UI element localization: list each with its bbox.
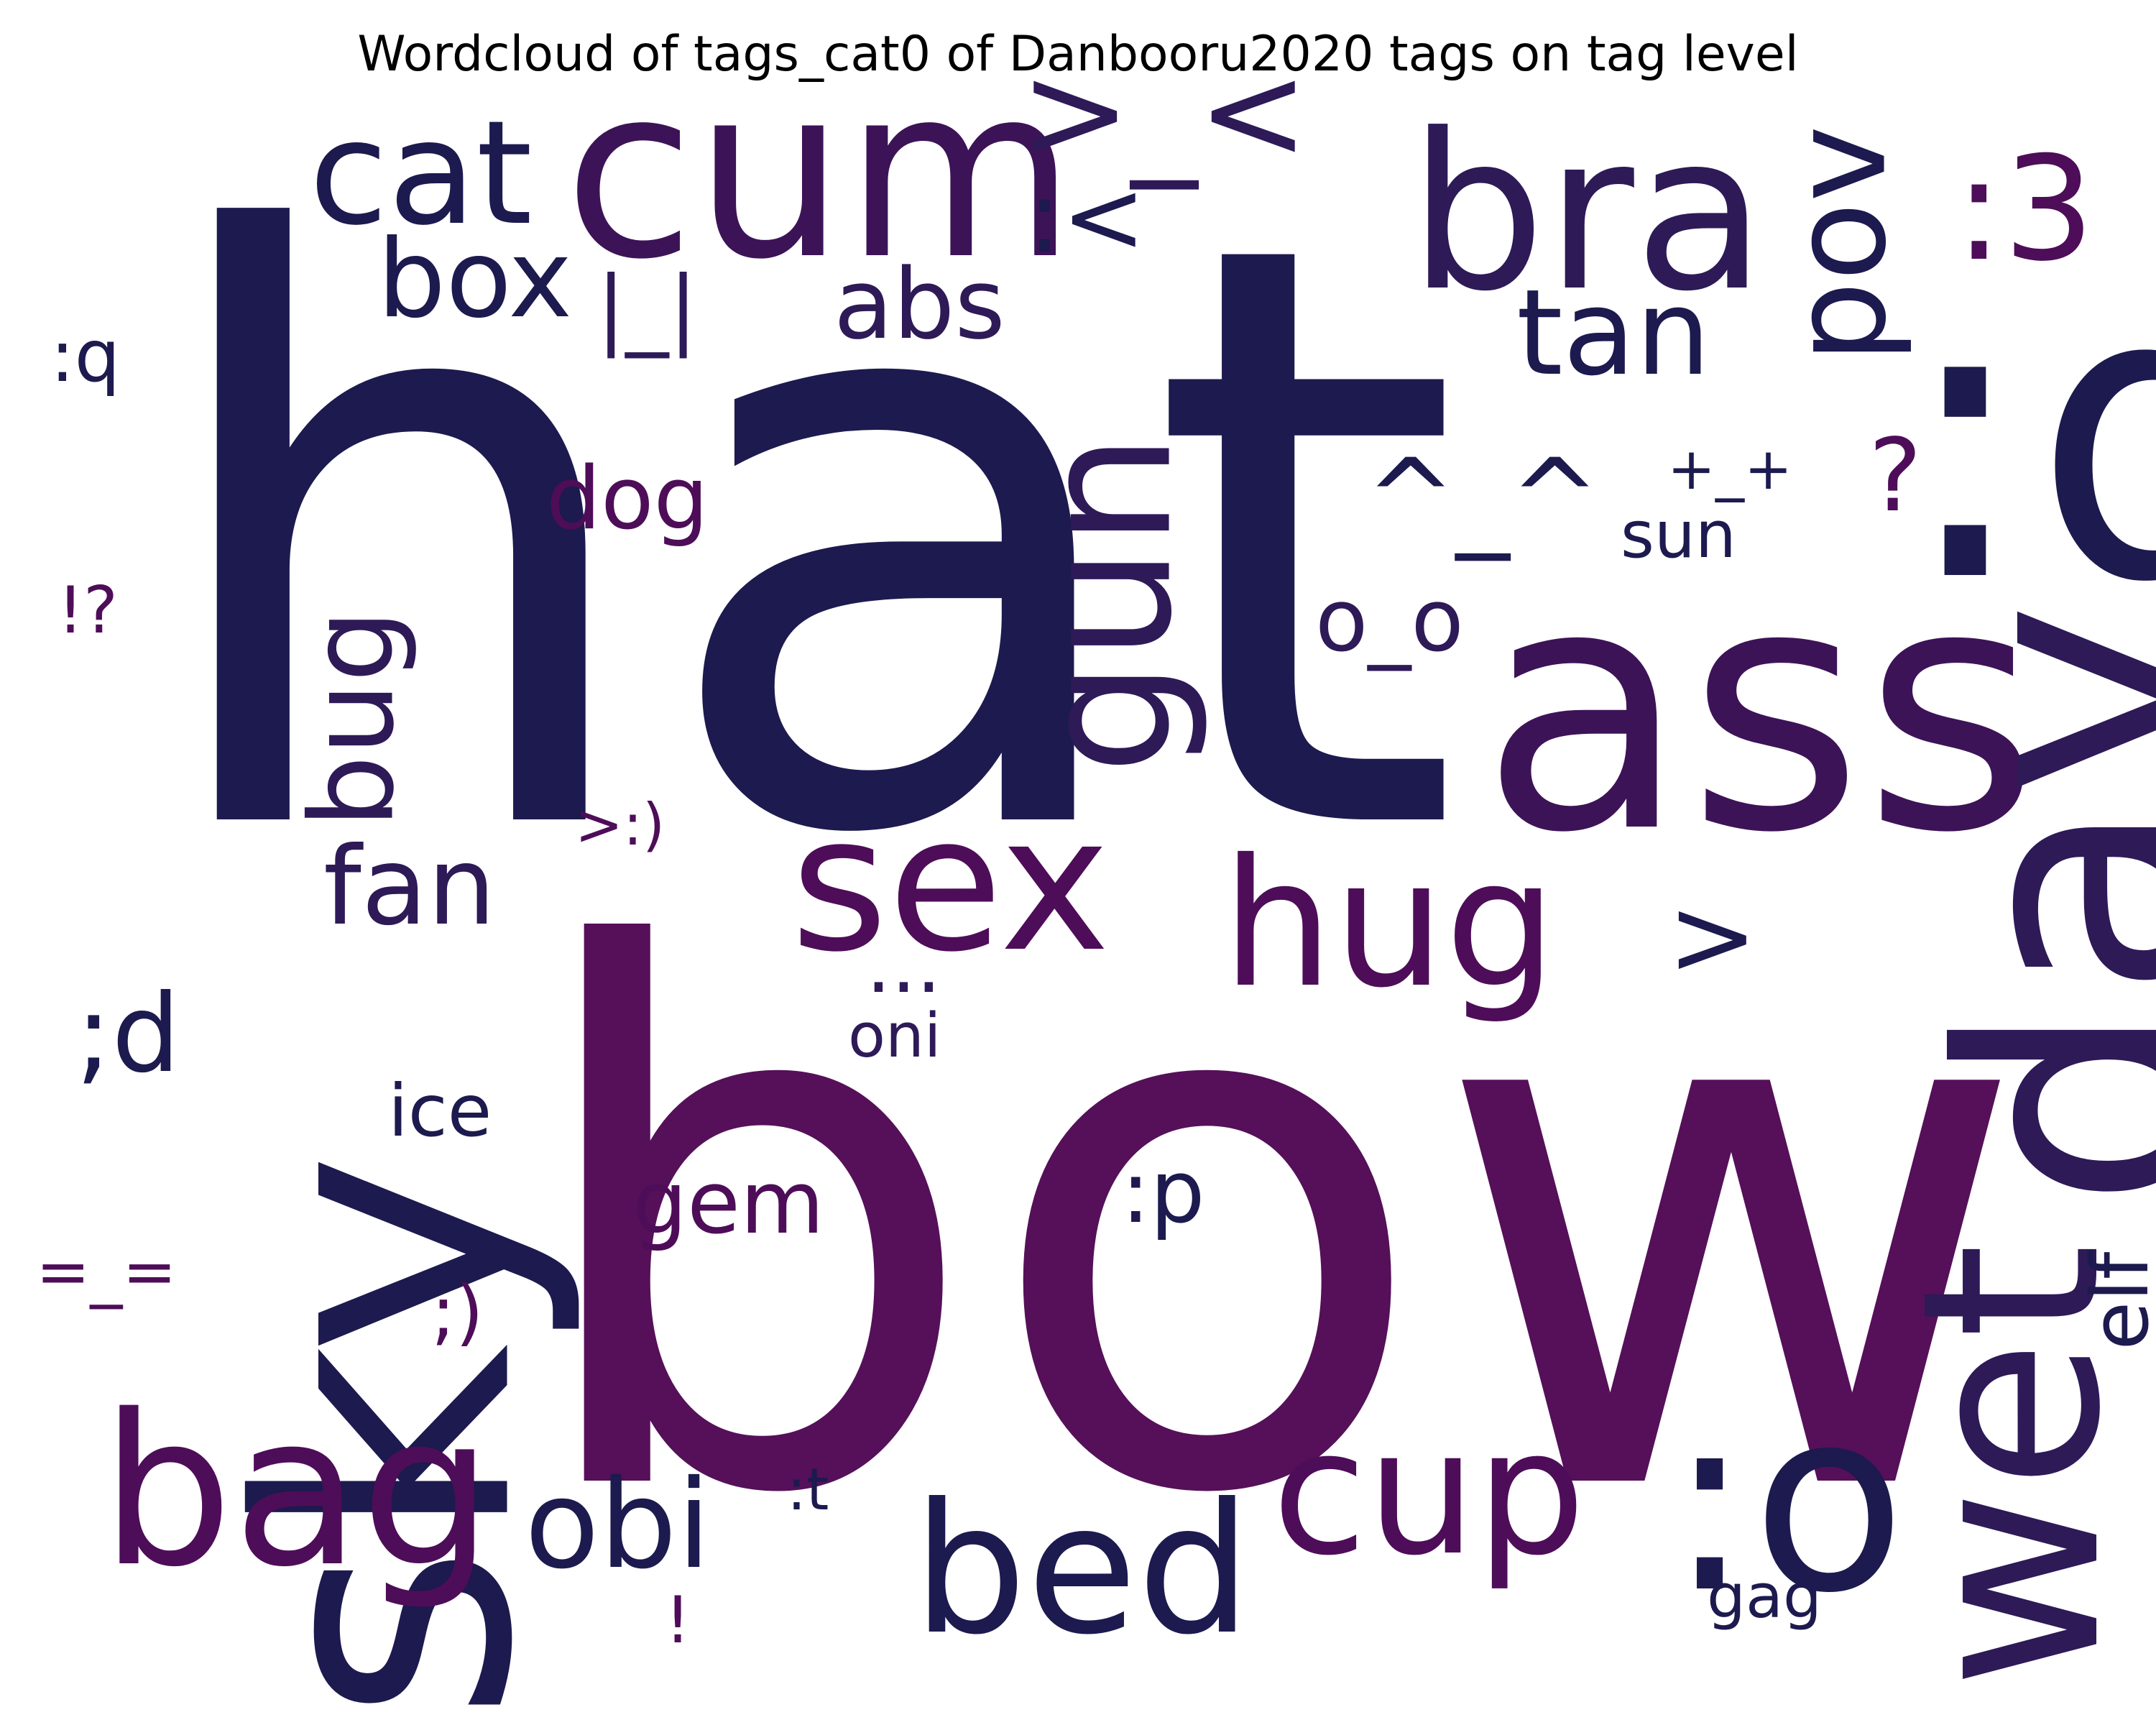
cloud-word: bow [517, 800, 2031, 1654]
cloud-word: :t [787, 1456, 829, 1523]
cloud-word: sun [1621, 497, 1736, 573]
cloud-word: hat [144, 73, 1462, 1010]
cloud-word: :q [50, 314, 120, 398]
cloud-word: cat [309, 90, 533, 257]
cloud-word: gag [1707, 1561, 1822, 1632]
cloud-word: gun [1003, 433, 1212, 775]
cloud-word: :< [1028, 159, 1146, 276]
cloud-word: obi [525, 1454, 711, 1596]
cloud-word: dog [546, 449, 709, 549]
cloud-word: wet [1870, 1243, 2155, 1690]
cloud-word: =_= [36, 1234, 177, 1310]
cloud-word: elf [2074, 1250, 2156, 1350]
cloud-word: sky [188, 1152, 589, 1724]
cloud-word: >_< [1020, 34, 1309, 190]
cloud-word: ? [1869, 418, 1922, 535]
cloud-word: ! [665, 1583, 691, 1658]
cloud-word: >:) [575, 791, 665, 858]
cloud-word: ass [1480, 513, 2040, 906]
cloud-word: ;d [75, 972, 180, 1097]
cloud-word: pov [1765, 126, 1915, 364]
cloud-word: cum [564, 35, 1076, 311]
cloud-word: abs [834, 248, 1005, 361]
cloud-word: ;) [431, 1270, 484, 1354]
cloud-word: bag [101, 1371, 493, 1613]
cloud-word: :o [1667, 1355, 1906, 1648]
cloud-word: day [1892, 602, 2156, 1210]
cloud-word: hug [1222, 822, 1557, 1026]
cloud-word: :3 [1955, 126, 2095, 293]
cloud-word: > [1667, 875, 1758, 1000]
cloud-word: :d [1897, 202, 2156, 671]
cloud-word: gem [632, 1154, 824, 1254]
cloud-word: +_+ [1667, 436, 1792, 502]
cloud-word: ... [866, 919, 941, 1011]
cloud-word: ice [388, 1069, 492, 1153]
cloud-word: tan [1516, 264, 1710, 402]
cloud-word: cup [1272, 1392, 1585, 1593]
cloud-word: ^_^ [1365, 436, 1600, 561]
cloud-word: bug [285, 610, 420, 829]
cloud-word: bra [1409, 88, 1766, 339]
cloud-word: box [377, 217, 572, 342]
cloud-word: !? [57, 573, 118, 648]
cloud-word: o_o [1315, 571, 1464, 671]
cloud-word: fan [323, 824, 496, 949]
cloud-word: |_| [596, 259, 698, 359]
cloud-word: oni [848, 1000, 941, 1072]
cloud-word: :p [1121, 1143, 1205, 1243]
chart-title: Wordcloud of tags_cat0 of Danbooru2020 t… [357, 26, 1799, 83]
cloud-word: sex [791, 776, 1110, 993]
cloud-word: bed [913, 1465, 1251, 1674]
